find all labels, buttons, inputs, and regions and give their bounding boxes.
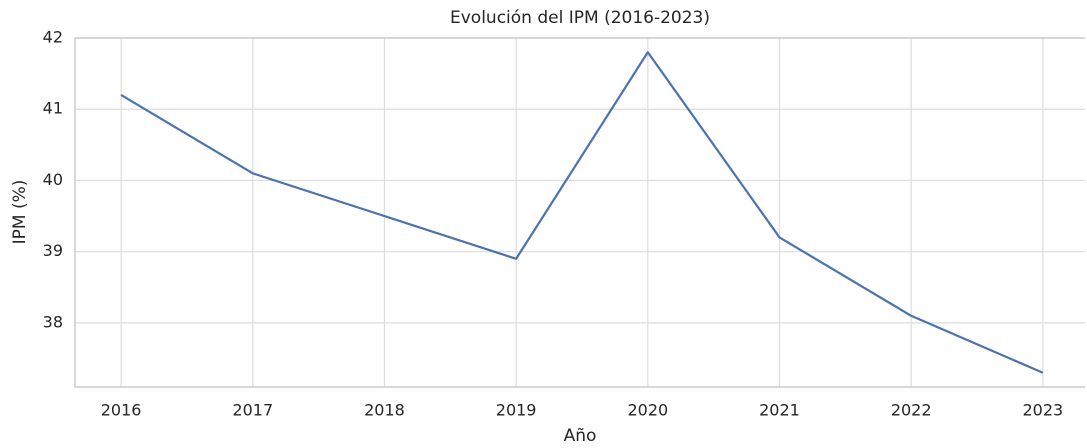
x-tick-label: 2023 [1023,401,1064,420]
x-tick-label: 2017 [232,401,273,420]
x-tick-label: 2016 [101,401,142,420]
axes-frame [74,37,1085,388]
y-tick-label: 39 [43,241,63,260]
x-tick-label: 2022 [891,401,932,420]
x-tick-label: 2018 [364,401,405,420]
y-tick-label: 42 [43,28,63,47]
y-axis-label: IPM (%) [10,180,30,245]
y-tick-label: 41 [43,99,63,118]
x-tick-label: 2020 [627,401,668,420]
x-axis-label: Año [564,426,597,446]
x-tick-label: 2019 [496,401,537,420]
x-tick-label: 2021 [759,401,800,420]
line [120,51,1044,374]
y-tick-label: 40 [43,170,63,189]
chart-title: Evolución del IPM (2016-2023) [450,8,710,28]
y-tick-label: 38 [43,312,63,331]
